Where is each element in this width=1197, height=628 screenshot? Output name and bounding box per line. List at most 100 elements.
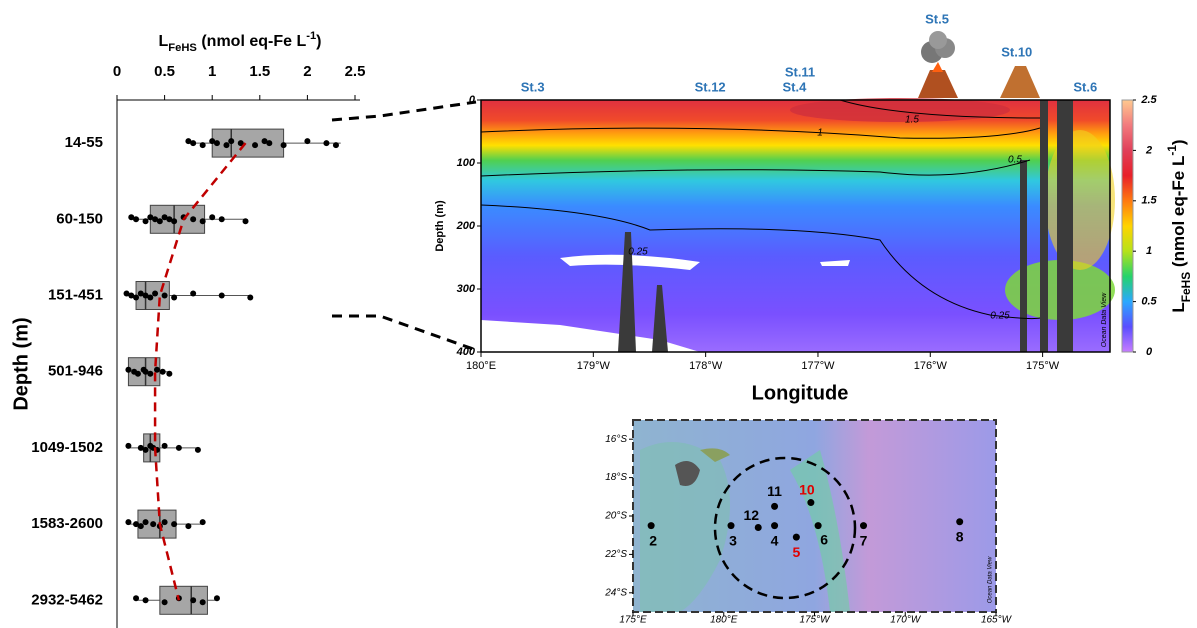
x-tick-label: 180°E bbox=[466, 360, 496, 372]
point bbox=[185, 138, 192, 145]
map-background bbox=[632, 419, 997, 613]
contour-line bbox=[480, 127, 1041, 139]
station-marker bbox=[807, 499, 815, 507]
station-marker bbox=[647, 522, 655, 530]
point bbox=[228, 138, 235, 145]
y-axis-title: Depth (m) bbox=[434, 200, 446, 252]
point bbox=[125, 366, 132, 373]
point bbox=[261, 138, 268, 145]
point bbox=[213, 595, 220, 602]
y-tick-label: 200 bbox=[456, 220, 476, 232]
point bbox=[199, 218, 206, 225]
point bbox=[147, 214, 154, 221]
x-tick-label: 170°W bbox=[890, 615, 922, 626]
point bbox=[175, 444, 182, 451]
y-tick-label: 400 bbox=[456, 346, 476, 358]
contour-label: 1.5 bbox=[905, 115, 919, 126]
colorbar bbox=[1121, 99, 1134, 353]
x-axis-title: LFeHS (nmol eq-Fe L-1) bbox=[159, 30, 322, 54]
point bbox=[156, 218, 163, 225]
box bbox=[211, 128, 285, 158]
point bbox=[134, 370, 141, 377]
point bbox=[125, 519, 132, 526]
y-tick-label: 22°S bbox=[604, 549, 627, 560]
station-marker bbox=[792, 533, 800, 541]
y-tick-label: 24°S bbox=[604, 587, 627, 598]
point bbox=[161, 599, 168, 606]
point bbox=[194, 446, 201, 453]
trend-line bbox=[153, 142, 247, 601]
point bbox=[190, 597, 197, 604]
contour-line bbox=[839, 99, 1041, 119]
y-axis-title: Depth (m) bbox=[10, 317, 32, 410]
point bbox=[161, 442, 168, 449]
category-label: 1583-2600 bbox=[31, 515, 103, 532]
x-tick-label: 179°W bbox=[577, 360, 611, 372]
station-marker bbox=[814, 522, 822, 530]
station-label: St.3 bbox=[521, 79, 545, 94]
colorbar-title-part: ) bbox=[1169, 139, 1188, 145]
watermark: Ocean Data View bbox=[1101, 292, 1108, 347]
point bbox=[161, 292, 168, 299]
point bbox=[199, 599, 206, 606]
category-label: 2932-5462 bbox=[31, 591, 103, 608]
contour-label: 0.25 bbox=[628, 247, 648, 258]
x-tick-label: 0.5 bbox=[154, 63, 175, 80]
colorbar-tick-label: 2.5 bbox=[1140, 94, 1157, 106]
point bbox=[209, 214, 216, 221]
point bbox=[142, 446, 149, 453]
connector bbox=[331, 100, 477, 352]
contour-label: 1 bbox=[817, 128, 823, 139]
section-field bbox=[481, 98, 1115, 352]
x-tick-label: 177°W bbox=[801, 360, 835, 372]
y-tick-label: 300 bbox=[457, 283, 476, 295]
point bbox=[199, 519, 206, 526]
point bbox=[150, 521, 157, 528]
point bbox=[209, 138, 216, 145]
station-label: 11 bbox=[767, 483, 782, 499]
y-tick-label: 20°S bbox=[604, 511, 627, 522]
x-tick-label: 1 bbox=[208, 63, 216, 80]
box bbox=[159, 585, 208, 615]
point bbox=[223, 142, 230, 149]
point bbox=[137, 290, 144, 297]
point bbox=[171, 521, 178, 528]
colorbar-title: LFeHS (nmol eq-Fe L-1) bbox=[1165, 139, 1193, 312]
x-axis-title-part: (nmol eq-Fe L bbox=[197, 33, 307, 50]
colorbar-title-part: FeHS bbox=[1179, 272, 1193, 302]
point bbox=[125, 442, 132, 449]
x-tick-label: 175°W bbox=[1026, 360, 1060, 372]
point bbox=[142, 597, 149, 604]
colorbar-tick-label: 1.5 bbox=[1141, 195, 1157, 207]
colorbar-tick-label: 1 bbox=[1146, 245, 1152, 257]
y-tick-label: 100 bbox=[457, 157, 476, 169]
point bbox=[266, 140, 273, 147]
station-label: 6 bbox=[820, 531, 828, 547]
point bbox=[152, 216, 159, 223]
point bbox=[142, 292, 149, 299]
x-axis-title-part: L bbox=[159, 33, 169, 50]
x-tick-label: 175°W bbox=[799, 615, 831, 626]
x-tick-label: 180°E bbox=[710, 615, 738, 626]
station-label: 2 bbox=[649, 532, 657, 548]
x-axis-title-part: ) bbox=[316, 33, 321, 50]
point bbox=[190, 216, 197, 223]
station-label: 7 bbox=[860, 532, 868, 548]
category-label: 1049-1502 bbox=[31, 439, 103, 456]
point bbox=[137, 523, 144, 530]
colorbar-title-part: L bbox=[1169, 302, 1188, 312]
station-marker bbox=[860, 522, 868, 530]
category-label: 151-451 bbox=[48, 286, 103, 303]
x-tick-label: 2.5 bbox=[345, 63, 366, 80]
point bbox=[128, 214, 135, 221]
volcano-icon bbox=[918, 31, 1040, 98]
y-tick-label: 18°S bbox=[605, 472, 627, 483]
colorbar-title-part: -1 bbox=[1165, 145, 1179, 156]
y-tick-label: 0 bbox=[469, 94, 476, 106]
x-tick-label: 0 bbox=[113, 63, 121, 80]
colorbar-tick-label: 0.5 bbox=[1141, 296, 1157, 308]
colorbar-tick-label: 2 bbox=[1145, 144, 1152, 156]
station-marker bbox=[727, 522, 735, 530]
point bbox=[237, 140, 244, 147]
